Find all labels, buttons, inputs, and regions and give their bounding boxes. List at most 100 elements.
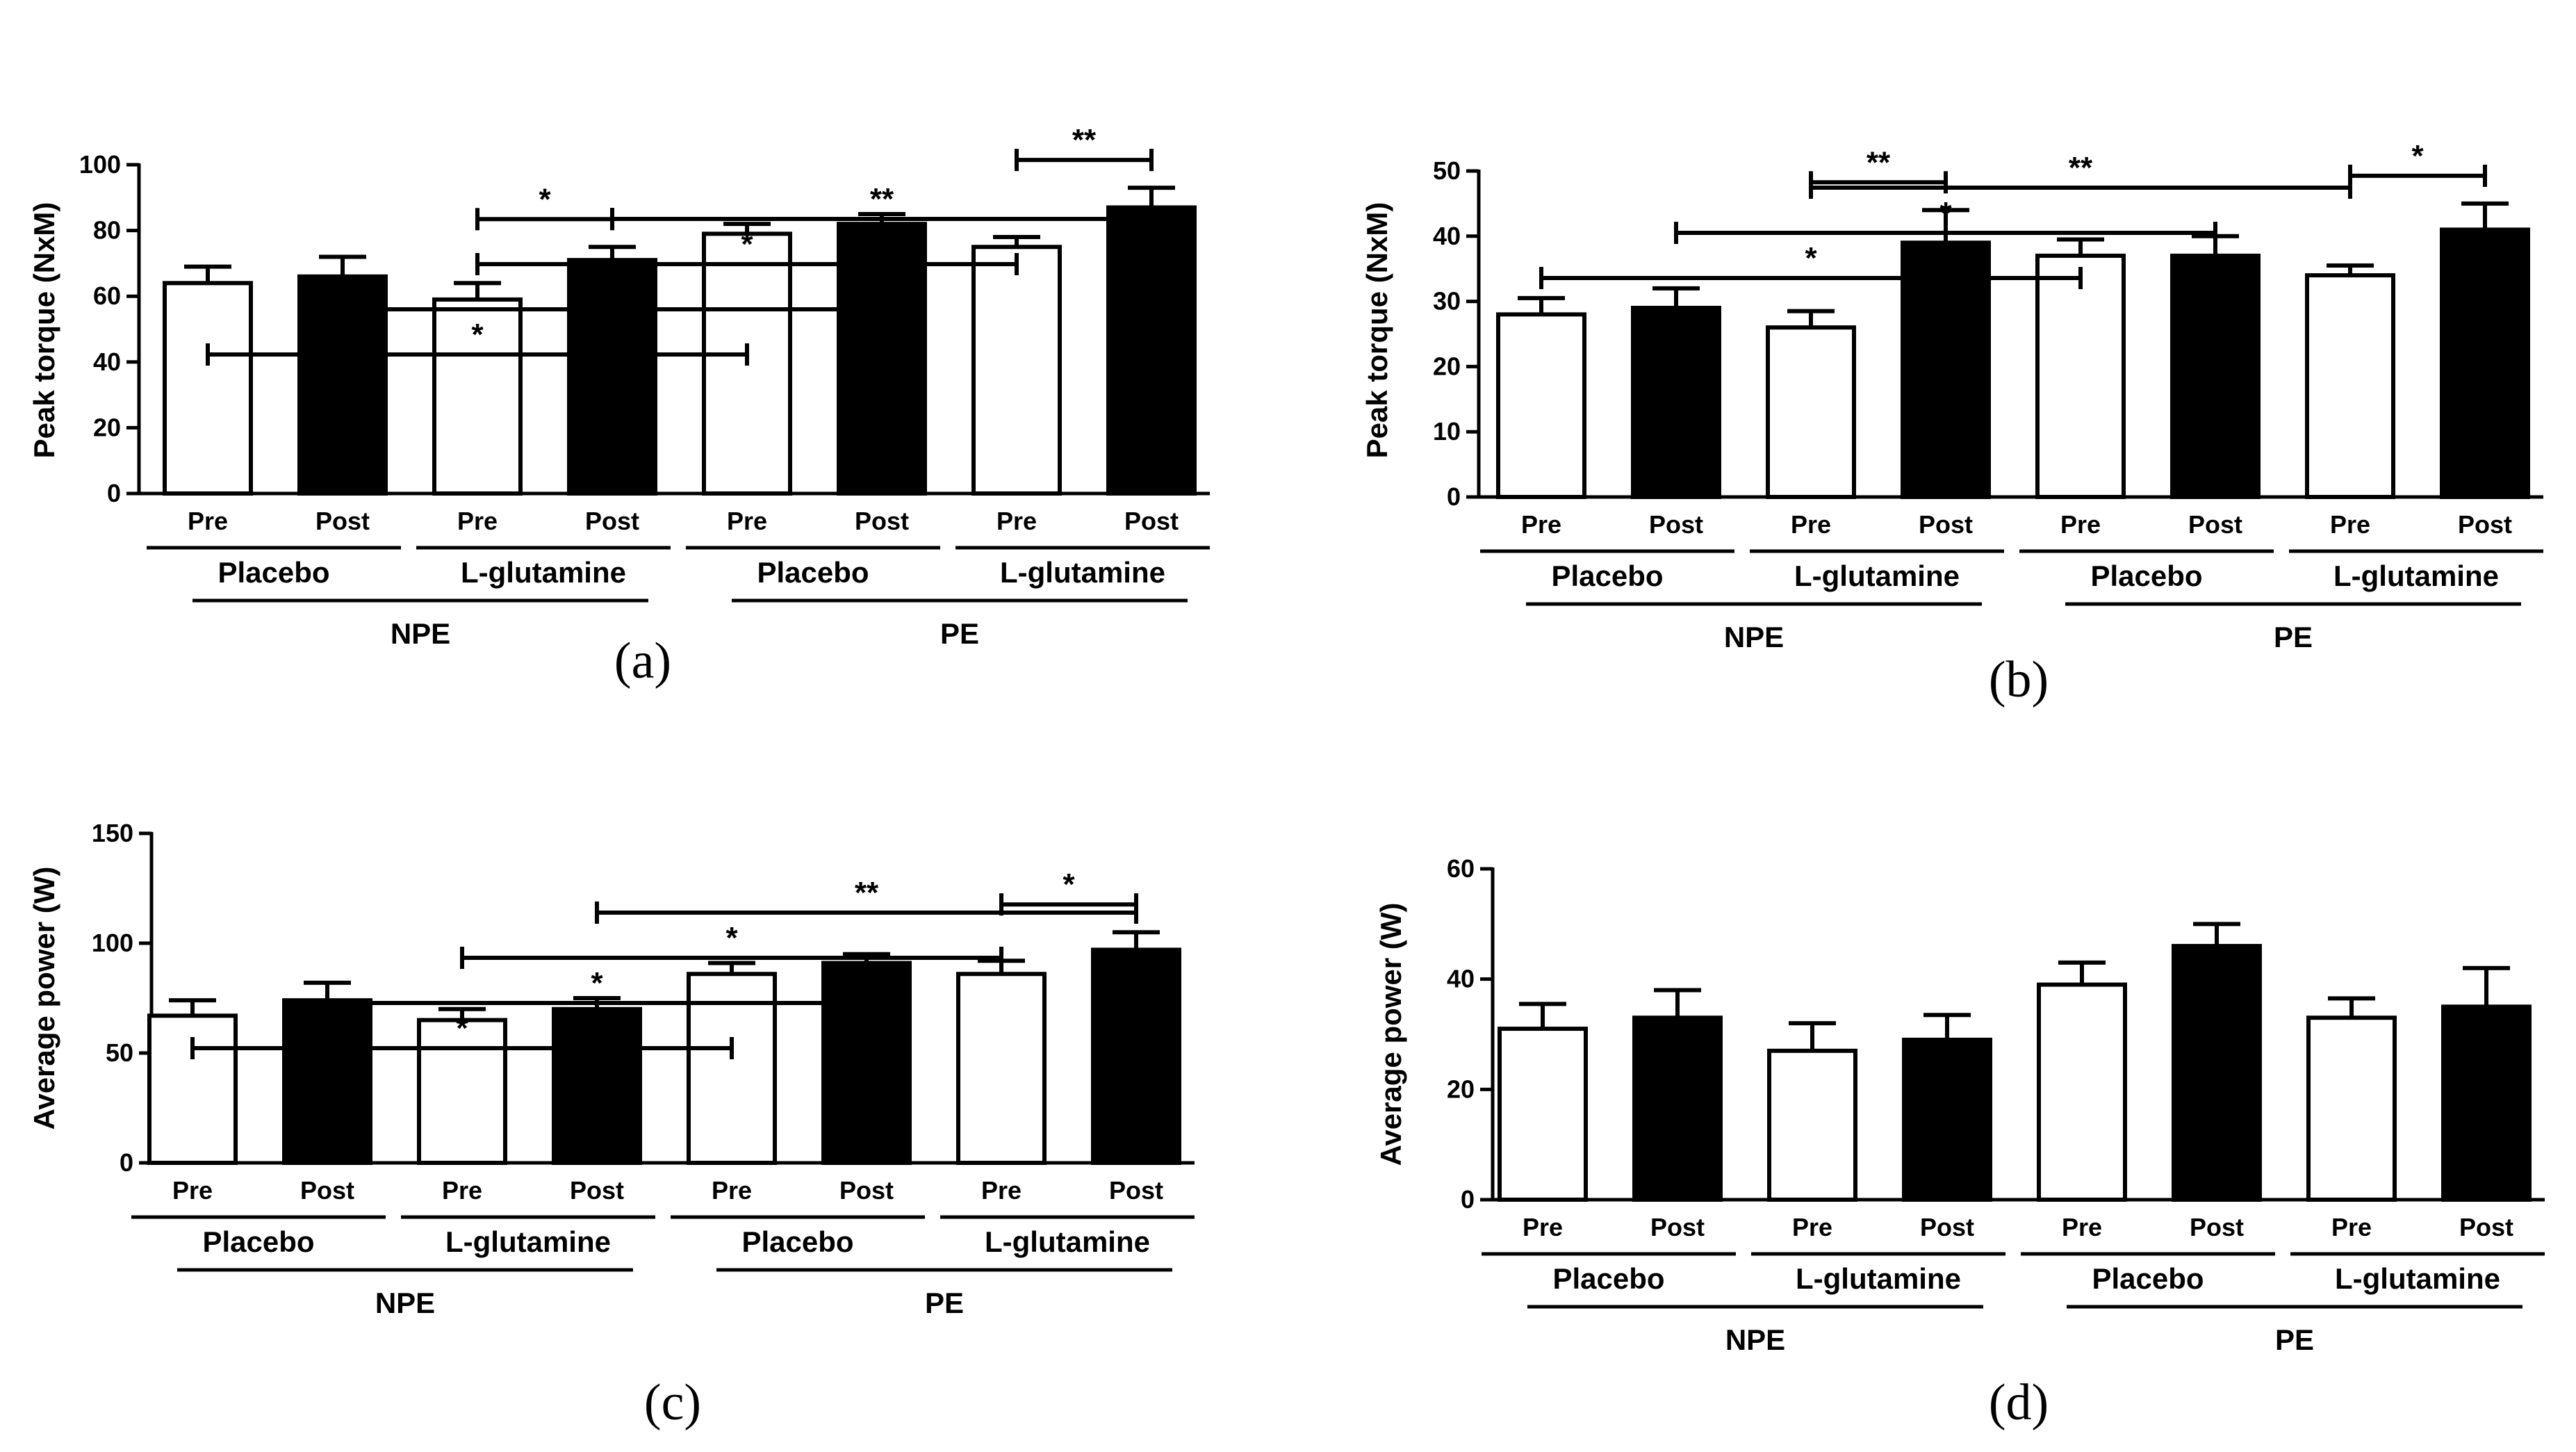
- significance-label: **: [1867, 145, 1891, 179]
- x-tick-label: Pre: [1791, 510, 1831, 539]
- y-tick-label: 0: [1461, 1185, 1475, 1214]
- bar-pre: [2037, 982, 2127, 1202]
- x-tick-label: Post: [1649, 510, 1703, 539]
- bar-post: [2172, 944, 2262, 1202]
- group-label: L-glutamine: [445, 1225, 611, 1258]
- significance-bracket: *: [999, 867, 1138, 916]
- bar-pre: [1498, 1027, 1588, 1202]
- significance-bracket: *: [2348, 139, 2487, 187]
- significance-bracket: *: [325, 966, 869, 1014]
- x-tick-label: Post: [300, 1176, 354, 1205]
- bar-pre: [1766, 325, 1856, 499]
- panel-label: (c): [644, 1374, 701, 1431]
- significance-label: *: [606, 272, 618, 307]
- y-tick-label: 100: [92, 929, 133, 957]
- bar-pre: [1496, 312, 1586, 499]
- x-tick-label: Post: [2459, 1213, 2513, 1241]
- y-tick-label: 40: [93, 348, 121, 376]
- panel-a: 0 20 40 60 80 100 Peak torque (NxM) Pre Post Pre P…: [28, 123, 1210, 690]
- group-label: L-glutamine: [1000, 556, 1165, 589]
- significance-bracket: *: [475, 227, 1019, 275]
- y-tick-label: 60: [1447, 854, 1475, 883]
- significance-bracket: *: [206, 318, 749, 366]
- group-label: L-glutamine: [1794, 560, 1960, 592]
- x-tick-label: Post: [1109, 1176, 1163, 1205]
- significance-label: *: [2411, 139, 2424, 173]
- bar-post: [837, 222, 927, 496]
- bar-post: [2440, 227, 2530, 499]
- x-tick-label: Pre: [1792, 1213, 1832, 1241]
- supergroup-label: NPE: [391, 617, 450, 650]
- panel-d: 0 20 40 60 Average power (W) Pre Post Pre Post Pr…: [1375, 854, 2545, 1431]
- significance-bracket: *: [190, 1011, 734, 1059]
- significance-label: *: [1939, 196, 1952, 230]
- y-tick-label: 20: [93, 413, 121, 441]
- significance-label: **: [1072, 123, 1097, 157]
- significance-label: **: [855, 876, 879, 910]
- significance-bracket: *: [1539, 241, 2083, 289]
- group-label: Placebo: [218, 556, 329, 589]
- significance-bracket: *: [475, 182, 614, 231]
- significance-bracket: **: [1015, 123, 1154, 172]
- significance-label: *: [725, 921, 738, 955]
- significance-bracket: **: [610, 182, 1154, 230]
- significance-bracket: **: [1809, 151, 2352, 199]
- y-axis-label: Peak torque (NxM): [28, 202, 60, 459]
- supergroup-label: PE: [925, 1287, 964, 1319]
- y-axis-label: Average power (W): [28, 867, 60, 1130]
- group-label: Placebo: [757, 556, 869, 589]
- bar-post: [567, 258, 657, 496]
- bar-post: [1902, 1037, 1992, 1202]
- x-tick-label: Pre: [996, 507, 1037, 535]
- y-tick-label: 0: [1447, 482, 1461, 511]
- significance-label: **: [2069, 151, 2093, 185]
- x-tick-label: Post: [2188, 510, 2242, 539]
- group-label: L-glutamine: [985, 1225, 1150, 1258]
- group-label: L-glutamine: [1796, 1262, 1961, 1295]
- bar-pre: [163, 281, 253, 496]
- group-label: L-glutamine: [2333, 560, 2499, 592]
- x-tick-label: Pre: [981, 1176, 1022, 1205]
- panel-label: (a): [614, 633, 671, 690]
- group-label: L-glutamine: [2335, 1262, 2500, 1295]
- y-axis-label: Peak torque (NxM): [1361, 202, 1393, 459]
- panel-b: 0 10 20 30 40 50 Peak torque (NxM) Pre Post Pre Po…: [1361, 139, 2543, 708]
- x-tick-label: Pre: [172, 1176, 213, 1205]
- x-tick-label: Post: [315, 507, 370, 535]
- y-tick-label: 40: [1433, 222, 1461, 250]
- y-tick-label: 0: [120, 1148, 133, 1177]
- bar-post: [2170, 253, 2261, 499]
- significance-label: *: [741, 227, 753, 261]
- supergroup-label: PE: [940, 617, 979, 650]
- x-tick-label: Pre: [727, 507, 767, 535]
- significance-label: *: [539, 182, 551, 216]
- x-tick-label: Post: [1124, 507, 1179, 535]
- bar-pre: [2035, 253, 2126, 499]
- x-tick-label: Pre: [2331, 1213, 2372, 1241]
- significance-label: *: [591, 966, 603, 1000]
- significance-label: *: [456, 1011, 468, 1045]
- bar-post: [2441, 1004, 2532, 1202]
- supergroup-label: NPE: [1725, 1323, 1785, 1356]
- y-tick-label: 20: [1447, 1075, 1475, 1103]
- x-tick-label: Post: [1919, 510, 1973, 539]
- y-tick-label: 40: [1447, 965, 1475, 993]
- bar-post: [552, 1006, 642, 1166]
- y-tick-label: 0: [107, 479, 121, 507]
- x-tick-label: Post: [1650, 1213, 1705, 1241]
- group-label: Placebo: [1551, 560, 1663, 592]
- significance-label: *: [1805, 241, 1817, 275]
- group-label: Placebo: [2090, 560, 2202, 592]
- x-tick-label: Post: [839, 1176, 894, 1205]
- bar-pre: [2305, 273, 2395, 499]
- y-tick-label: 150: [92, 819, 133, 847]
- y-tick-label: 80: [93, 216, 121, 245]
- group-label: Placebo: [741, 1225, 853, 1258]
- bar-pre: [2306, 1015, 2397, 1202]
- bar-pre: [971, 245, 1062, 496]
- x-tick-label: Pre: [2060, 510, 2101, 539]
- significance-bracket: *: [341, 272, 884, 320]
- supergroup-label: NPE: [375, 1287, 435, 1319]
- y-tick-label: 60: [93, 282, 121, 310]
